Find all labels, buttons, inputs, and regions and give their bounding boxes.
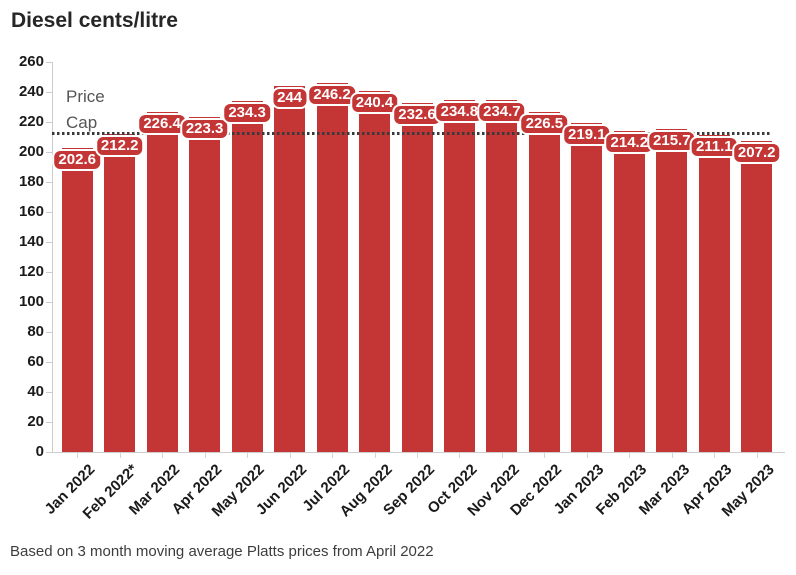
bar-value-badge: 207.2 [731, 142, 782, 165]
y-axis-tick-label: 20 [27, 413, 44, 430]
bar-mar-2023 [656, 128, 688, 452]
x-axis-tick [544, 453, 546, 458]
y-axis-tick-label: 60 [27, 353, 44, 370]
x-axis-tick [417, 453, 418, 458]
y-axis-tick [46, 122, 52, 123]
y-axis-tick [46, 242, 52, 243]
price-cap-label-line1: Price [66, 87, 105, 106]
bar-feb-2022 [104, 133, 136, 452]
y-axis-tick [46, 152, 52, 153]
bar-value-badge: 234.3 [222, 101, 272, 124]
x-axis-tick [671, 453, 673, 458]
x-axis-tick [629, 453, 631, 458]
bar-oct-2022 [443, 99, 475, 452]
y-axis-tick-label: 260 [18, 53, 44, 70]
y-axis-tick [46, 332, 52, 333]
bar-value-badge: 212.2 [94, 134, 145, 157]
bar-jun-2022 [274, 86, 306, 452]
x-axis-tick [119, 453, 121, 458]
x-axis-tick [501, 453, 503, 458]
x-axis-tick [756, 453, 758, 458]
x-axis-tick [162, 453, 164, 458]
y-axis-tick [46, 362, 52, 363]
price-cap-line [52, 132, 771, 135]
x-axis-tick [586, 453, 588, 458]
y-axis-tick-label: 200 [18, 143, 44, 160]
bar-value-badge: 211.1 [689, 136, 739, 159]
price-cap-label: Price Cap [66, 84, 105, 136]
y-axis-tick [46, 452, 52, 453]
bar-value-badge: 214.2 [604, 131, 655, 154]
y-axis-tick-label: 120 [18, 263, 44, 280]
y-axis-tick [46, 422, 52, 423]
y-axis-tick-label: 180 [18, 173, 44, 190]
bar-value-badge: 226.5 [519, 113, 570, 136]
bar-dec-2022 [528, 112, 560, 453]
bar-may-2023 [741, 141, 773, 452]
bar-jul-2022 [316, 82, 348, 452]
bar-nov-2022 [486, 100, 518, 452]
bar-value-badge: 232.6 [392, 104, 442, 127]
bar-value-badge: 202.6 [52, 149, 102, 172]
bar-mar-2022 [146, 112, 178, 452]
y-axis-tick-label: 40 [27, 383, 44, 400]
bar-value-badge: 244 [271, 87, 309, 109]
x-axis-tick [332, 453, 333, 458]
bar-value-badge: 234.7 [477, 101, 527, 123]
x-axis-tick [204, 453, 206, 458]
x-axis-tick [247, 453, 249, 458]
y-axis-tick-label: 160 [18, 203, 44, 220]
bar-value-badge: 215.7 [647, 129, 697, 152]
y-axis-tick [46, 182, 52, 183]
bar-value-badge: 223.3 [179, 118, 230, 140]
y-axis-tick-label: 0 [35, 443, 44, 460]
footnote: Based on 3 month moving average Platts p… [10, 543, 434, 560]
y-axis-tick [46, 272, 52, 273]
y-axis-tick [46, 92, 52, 93]
bar-aug-2022 [359, 91, 390, 452]
y-axis-line [52, 62, 53, 452]
bar-may-2022 [231, 100, 263, 452]
bar-jan-2023 [571, 123, 603, 452]
bar-apr-2023 [698, 135, 730, 452]
y-axis-tick-label: 240 [18, 83, 44, 100]
y-axis-tick [46, 212, 52, 213]
x-axis-tick [77, 453, 79, 458]
bar-apr-2022 [189, 117, 221, 452]
bar-jan-2022 [61, 148, 93, 452]
x-axis-line [52, 452, 785, 453]
y-axis-tick-label: 80 [27, 323, 44, 340]
bar-value-badge: 240.4 [349, 92, 400, 115]
y-axis-tick [46, 62, 52, 63]
bar-value-badge: 246.2 [307, 83, 357, 106]
price-cap-label-line2: Cap [66, 113, 98, 132]
y-axis-tick-label: 220 [18, 113, 44, 130]
x-axis-tick [289, 453, 291, 458]
y-axis-tick [46, 302, 52, 303]
y-axis-tick-label: 140 [18, 233, 44, 250]
bar-feb-2023 [613, 130, 645, 452]
y-axis-tick [46, 392, 52, 393]
x-axis-tick [714, 453, 716, 458]
bar-value-badge: 219.1 [562, 124, 612, 147]
x-axis-tick [459, 453, 461, 458]
x-axis-tick [374, 453, 376, 458]
bar-sep-2022 [401, 103, 433, 452]
chart-title: Diesel cents/litre [11, 9, 178, 32]
y-axis-tick-label: 100 [18, 293, 44, 310]
